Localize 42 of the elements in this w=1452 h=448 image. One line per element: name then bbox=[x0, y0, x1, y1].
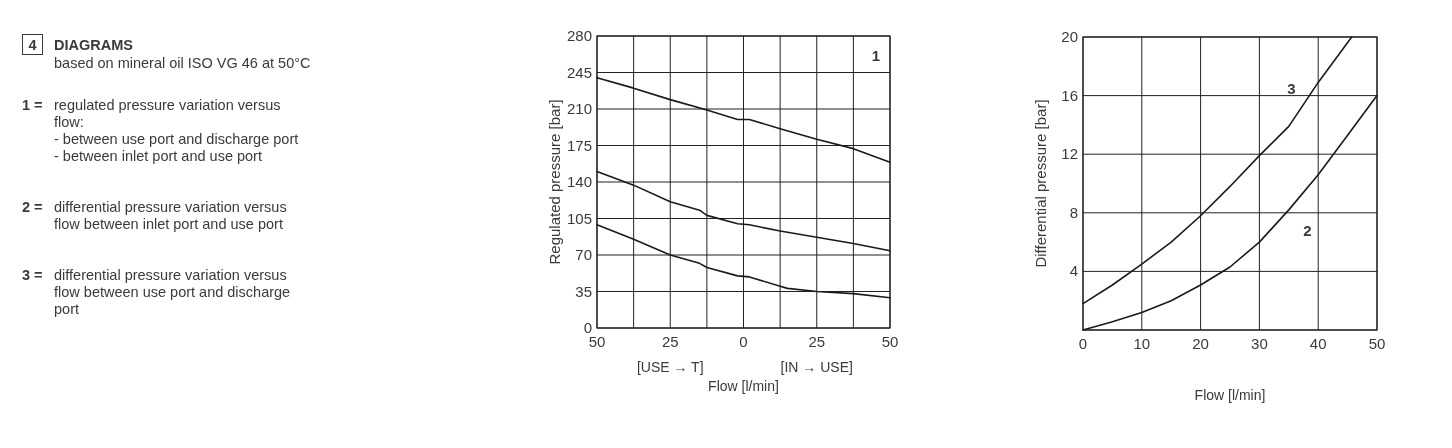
y-tick-label: 105 bbox=[566, 209, 592, 227]
x-tick-label: 50 bbox=[1368, 335, 1386, 352]
text: 1 = bbox=[22, 97, 43, 113]
x-tick-label: 25 bbox=[661, 333, 679, 350]
text: 3 = bbox=[22, 267, 43, 283]
text: [IN → USE] bbox=[780, 359, 853, 375]
y-tick-label: 4 bbox=[1069, 262, 1078, 280]
x-tick-label: 30 bbox=[1251, 335, 1268, 352]
y-tick-label: 8 bbox=[1069, 203, 1078, 221]
text: DIAGRAMS bbox=[54, 37, 134, 53]
y-tick-label: 0 bbox=[583, 319, 592, 336]
series-label: 2 bbox=[1303, 222, 1312, 240]
y-tick-label: 210 bbox=[566, 100, 592, 117]
y-tick-label: 140 bbox=[566, 173, 592, 190]
y-tick-label: 70 bbox=[575, 246, 592, 263]
x-axis-title: Flow [l/min] bbox=[1194, 387, 1266, 403]
x-tick-label: 20 bbox=[1192, 335, 1209, 352]
text: regulated pressure variation versus flow: - between use port and discharge port - between inlet port and use port bbox=[54, 97, 299, 164]
y-axis-title: Regulated pressure [bar] bbox=[546, 99, 563, 265]
text: 2 = bbox=[22, 199, 43, 215]
y-axis-title: Differential pressure [bar] bbox=[1032, 99, 1049, 268]
y-tick-label: 280 bbox=[566, 27, 592, 44]
annotation: 1 bbox=[871, 47, 880, 64]
y-tick-label: 175 bbox=[566, 136, 592, 154]
y-tick-label: 16 bbox=[1061, 86, 1078, 104]
text: differential pressure variation versus flow between use port and discharge port bbox=[54, 267, 291, 317]
y-tick-label: 12 bbox=[1061, 145, 1078, 163]
x-tick-label: 25 bbox=[808, 333, 826, 350]
y-tick-label: 35 bbox=[575, 282, 592, 300]
text: [USE → T] bbox=[636, 359, 704, 375]
x-tick-label: 10 bbox=[1133, 335, 1151, 352]
x-tick-label: 0 bbox=[739, 333, 748, 350]
text: differential pressure variation versus flow between inlet port and use port bbox=[54, 199, 287, 232]
y-tick-label: 245 bbox=[566, 63, 592, 81]
series-label: 3 bbox=[1287, 80, 1296, 98]
x-tick-label: 50 bbox=[881, 333, 899, 350]
y-tick-label: 20 bbox=[1061, 28, 1078, 45]
x-tick-label: 40 bbox=[1309, 335, 1327, 352]
section-number-box: 4 bbox=[22, 34, 43, 55]
x-axis-title: Flow [l/min] bbox=[708, 378, 779, 394]
text: based on mineral oil ISO VG 46 at 50°C bbox=[54, 55, 311, 71]
x-tick-label: 50 bbox=[588, 333, 606, 350]
